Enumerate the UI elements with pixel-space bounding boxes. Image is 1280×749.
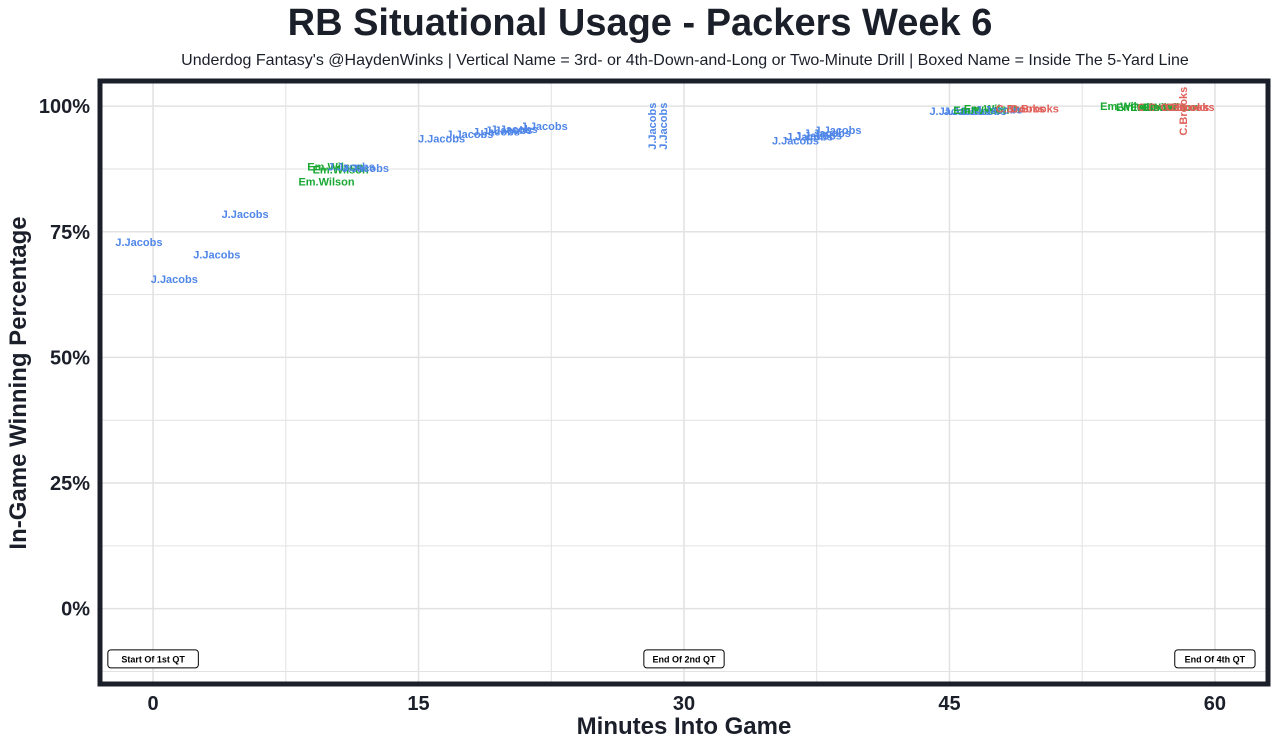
chart-title: RB Situational Usage - Packers Week 6: [287, 2, 993, 44]
player-point-label: J.Jacobs: [960, 106, 1007, 118]
player-point-label: C.Brooks: [1137, 102, 1186, 114]
chart-subtitle: Underdog Fantasy's @HaydenWinks | Vertic…: [181, 52, 1189, 69]
player-point-label: C.Brooks: [1178, 87, 1190, 136]
y-tick-label: 25%: [50, 473, 90, 495]
quarter-marker-box: [107, 649, 199, 669]
quarter-marker: End Of 2nd QT: [643, 649, 725, 669]
player-point-label: J.Jacobs: [929, 106, 976, 118]
player-point-label: J.Jacobs: [814, 125, 861, 137]
plot-frame: [97, 78, 1271, 687]
player-point-label: Em.Wilson: [1100, 101, 1156, 113]
player-point-label: J.Jacobs: [944, 106, 991, 118]
player-point-label: J.Jacobs: [151, 274, 198, 286]
player-point-label: J.Jacobs: [795, 130, 842, 142]
player-point-label: Em.Wilson: [1143, 102, 1199, 114]
player-point-label: J.Jacobs: [342, 163, 389, 175]
quarter-marker-label: Start Of 1st QT: [121, 654, 185, 664]
player-point-label: J.Jacobs: [658, 103, 670, 150]
player-labels: J.JacobsJ.JacobsJ.JacobsJ.JacobsEm.Wilso…: [115, 87, 1214, 286]
player-point-label: J.Jacobs: [193, 249, 240, 261]
player-point-label: J.Jacobs: [115, 237, 162, 249]
y-tick-label: 0%: [61, 599, 90, 621]
player-point-label: J.Jacobs: [328, 161, 375, 173]
player-point-label: Em.Wilson: [964, 104, 1020, 116]
quarter-marker-label: End Of 2nd QT: [653, 654, 716, 664]
quarter-markers: Start Of 1st QT End Of 2nd QT End Of 4th Q…: [107, 649, 1256, 669]
player-point-label: J.Jacobs: [772, 135, 819, 147]
x-tick-label: 45: [938, 693, 960, 715]
x-tick-label: 0: [148, 693, 159, 715]
x-tick-label: 15: [407, 693, 429, 715]
player-point-label: Em.Wilson: [1130, 102, 1186, 114]
grid-lines: [100, 81, 1268, 684]
player-point-label: J.Jacobs: [446, 129, 493, 141]
quarter-marker-box: [643, 649, 725, 669]
quarter-marker: Start Of 1st QT: [107, 649, 199, 669]
player-point-label: J.Jacobs: [473, 126, 520, 138]
quarter-marker-box: [1174, 649, 1256, 669]
player-point-label: C.Brooks: [1166, 102, 1215, 114]
player-point-label: Em.Wilson: [298, 177, 354, 189]
player-point-label: C.Brooks: [1160, 102, 1209, 114]
x-axis-title: Minutes Into Game: [577, 713, 792, 740]
quarter-marker: End Of 4th QT: [1174, 649, 1256, 669]
player-point-label: J.Jacobs: [786, 131, 833, 143]
y-tick-label: 50%: [50, 347, 90, 369]
player-point-label: C.Brooks: [996, 104, 1045, 116]
player-point-label: J.Jacobs: [491, 124, 538, 136]
player-point-label: J.Jacobs: [647, 103, 659, 150]
player-point-label: J.Jacobs: [418, 133, 465, 145]
player-point-label: J.Jacobs: [804, 128, 851, 140]
y-tick-label: 75%: [50, 222, 90, 244]
player-point-label: Em.Wilson: [313, 164, 369, 176]
player-point-label: C.Brooks: [1010, 104, 1059, 116]
player-point-label: J.Jacobs: [222, 209, 269, 221]
player-point-label: Em.Wilson: [953, 105, 1009, 117]
player-point-label: J.Jacobs: [975, 105, 1022, 117]
player-point-label: Em.Wilson: [1116, 102, 1172, 114]
axis-ticks: 0 15 30 45 60 0% 25% 50% 75% 100%: [39, 96, 1226, 715]
x-tick-label: 60: [1204, 693, 1226, 715]
x-tick-label: 30: [673, 693, 695, 715]
quarter-marker-label: End Of 4th QT: [1185, 654, 1246, 664]
y-tick-label: 100%: [39, 96, 90, 118]
y-axis-title: In-Game Winning Percentage: [5, 216, 32, 549]
player-point-label: Em.Wilson: [307, 161, 363, 173]
player-point-label: J.Jacobs: [485, 125, 532, 137]
player-point-label: J.Jacobs: [521, 121, 568, 133]
